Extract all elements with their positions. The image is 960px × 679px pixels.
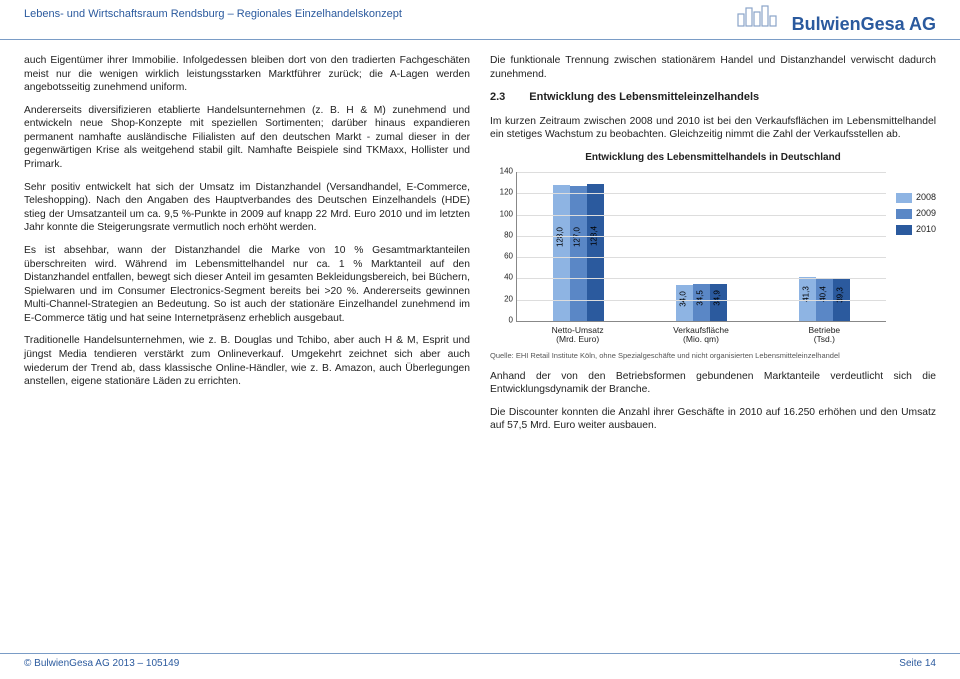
- legend-swatch: [896, 225, 912, 235]
- paragraph: Die Discounter konnten die Anzahl ihrer …: [490, 406, 936, 433]
- bar: 34,9: [710, 284, 727, 321]
- page-header: Lebens- und Wirtschaftsraum Rendsburg – …: [0, 0, 960, 40]
- y-tick-label: 0: [509, 316, 513, 327]
- legend-label: 2008: [916, 192, 936, 204]
- section-title: Entwicklung des Lebensmitteleinzelhandel…: [529, 90, 759, 105]
- bar: 34,0: [676, 285, 693, 321]
- y-tick-label: 100: [500, 209, 513, 220]
- bar-group: 41,340,439,3: [763, 172, 886, 321]
- bar-groups: 128,0127,0128,4 34,0 34,5 34,9 41,340,439,3: [517, 172, 886, 321]
- grid-line: [517, 278, 886, 279]
- legend-item: 2010: [896, 224, 936, 236]
- paragraph: Traditionelle Handelsunternehmen, wie z.…: [24, 334, 470, 388]
- chart-source: Quelle: EHI Retail Institute Köln, ohne …: [490, 351, 936, 360]
- plot-area: 020406080100120140 128,0127,0128,434,034…: [490, 172, 886, 345]
- bar-group: 34,0 34,5 34,9: [640, 172, 763, 321]
- y-tick-label: 20: [504, 294, 513, 305]
- chart-title: Entwicklung des Lebensmittelhandels in D…: [490, 151, 936, 164]
- header-subtitle: Lebens- und Wirtschaftsraum Rendsburg – …: [24, 8, 402, 20]
- section-heading: 2.3 Entwicklung des Lebensmitteleinzelha…: [490, 90, 936, 105]
- bar-value-label: 34,9: [713, 290, 724, 306]
- bar-value-label: 34,0: [679, 291, 690, 307]
- grid-line: [517, 257, 886, 258]
- x-axis-label: Verkaufsfläche(Mio. qm): [639, 326, 762, 345]
- x-axis-label: Netto-Umsatz(Mrd. Euro): [516, 326, 639, 345]
- page-footer: © BulwienGesa AG 2013 – 105149 Seite 14: [0, 653, 960, 673]
- paragraph: Anhand der von den Betriebsformen gebund…: [490, 370, 936, 397]
- chart-body: 020406080100120140 128,0127,0128,434,034…: [490, 172, 936, 345]
- paragraph: Im kurzen Zeitraum zwischen 2008 und 201…: [490, 115, 936, 142]
- paragraph: Es ist absehbar, wann der Distanzhandel …: [24, 244, 470, 325]
- y-tick-label: 80: [504, 231, 513, 242]
- right-column: Die funktionale Trennung zwischen statio…: [490, 54, 936, 442]
- legend-swatch: [896, 209, 912, 219]
- grid-line: [517, 236, 886, 237]
- y-tick-label: 40: [504, 273, 513, 284]
- grid-line: [517, 193, 886, 194]
- bar-group: 128,0127,0128,4: [517, 172, 640, 321]
- y-tick-label: 140: [500, 167, 513, 178]
- paragraph: Sehr positiv entwickelt hat sich der Ums…: [24, 181, 470, 235]
- logo-icon: [736, 4, 780, 28]
- bar-value-label: 34,5: [696, 290, 707, 306]
- paragraph: Die funktionale Trennung zwischen statio…: [490, 54, 936, 81]
- chart-plot: 020406080100120140 128,0127,0128,434,034…: [516, 172, 886, 322]
- legend-item: 2008: [896, 192, 936, 204]
- paragraph: auch Eigentümer ihrer Immobilie. Infolge…: [24, 54, 470, 95]
- grid-line: [517, 172, 886, 173]
- bar-value-label: 127,0: [573, 227, 584, 247]
- footer-page-number: Seite 14: [899, 658, 936, 669]
- section-number: 2.3: [490, 90, 505, 105]
- y-axis: 020406080100120140: [491, 172, 515, 321]
- x-axis-labels: Netto-Umsatz(Mrd. Euro)Verkaufsfläche(Mi…: [516, 326, 886, 345]
- legend-label: 2010: [916, 224, 936, 236]
- bar: 127,0: [570, 186, 587, 321]
- chart-legend: 2008 2009 2010: [896, 172, 936, 236]
- y-tick-label: 120: [500, 188, 513, 199]
- legend-item: 2009: [896, 208, 936, 220]
- grid-line: [517, 300, 886, 301]
- brand-name: BulwienGesa AG: [792, 14, 936, 35]
- x-axis-label: Betriebe(Tsd.): [763, 326, 886, 345]
- y-tick-label: 60: [504, 252, 513, 263]
- footer-copyright: © BulwienGesa AG 2013 – 105149: [24, 658, 179, 669]
- content-columns: auch Eigentümer ihrer Immobilie. Infolge…: [0, 40, 960, 442]
- bar: 34,5: [693, 284, 710, 321]
- legend-label: 2009: [916, 208, 936, 220]
- paragraph: Andererseits diversifizieren etablierte …: [24, 104, 470, 172]
- left-column: auch Eigentümer ihrer Immobilie. Infolge…: [24, 54, 470, 442]
- grid-line: [517, 215, 886, 216]
- chart-container: Entwicklung des Lebensmittelhandels in D…: [490, 151, 936, 360]
- legend-swatch: [896, 193, 912, 203]
